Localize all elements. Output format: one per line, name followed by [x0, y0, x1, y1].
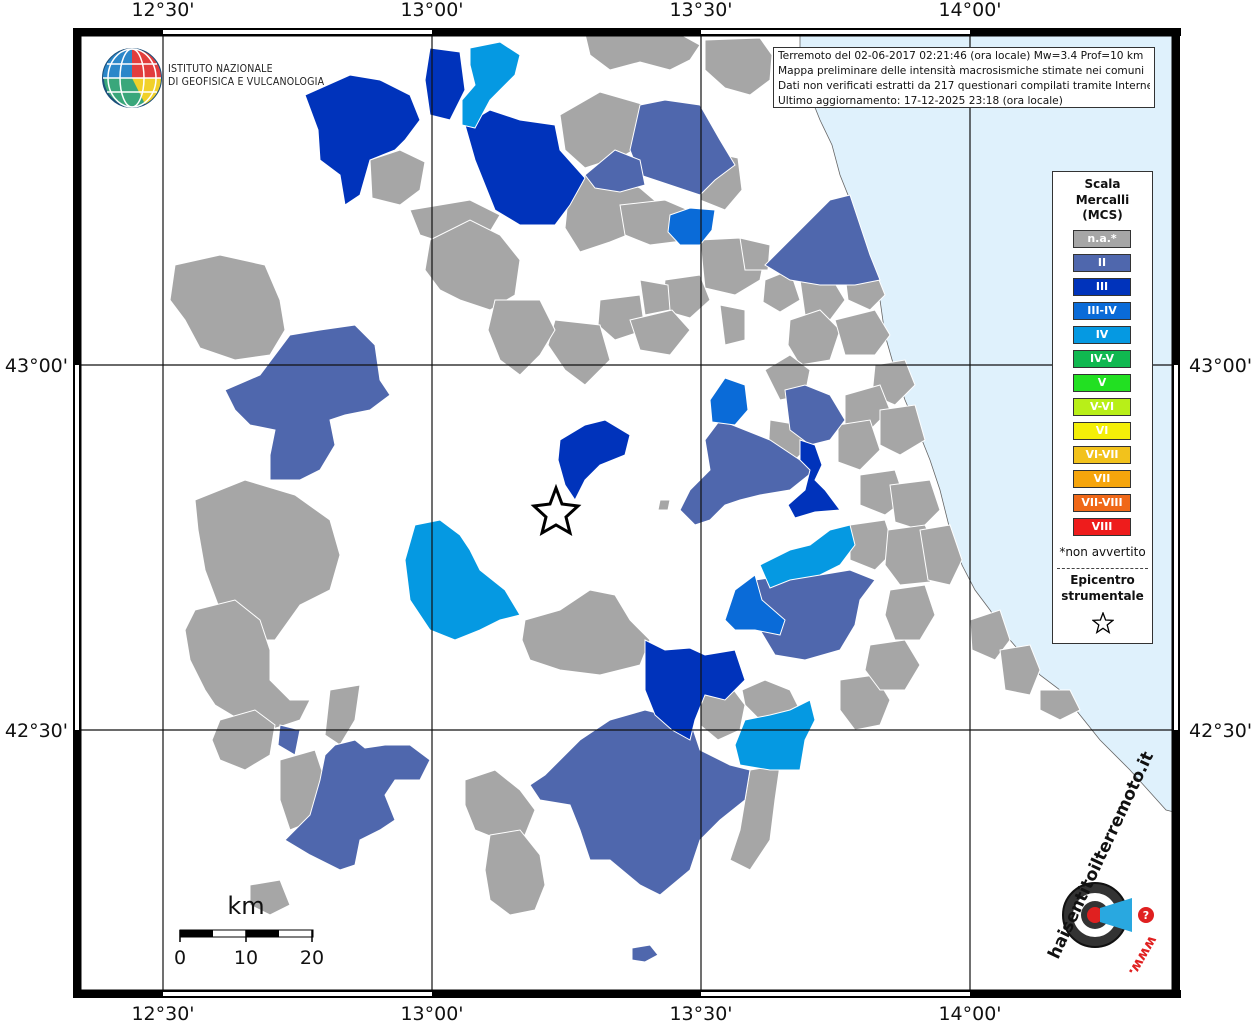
epicenter-star-icon: [530, 483, 582, 537]
lon-label: 14°00': [938, 1003, 1001, 1024]
lat-label: 43°00': [1189, 355, 1252, 377]
map-subtitle: Mappa preliminare delle intensità macros…: [778, 65, 1145, 77]
lon-label: 13°00': [400, 0, 463, 21]
scale-bar: km 0 10 20: [174, 892, 324, 969]
intensity-legend: Scala Mercalli (MCS) n.a.* II III III-IV IV I…: [1052, 171, 1153, 644]
institute-name: ISTITUTO NAZIONALE DI GEOFISICA E VULCAN…: [168, 63, 324, 89]
legend-item: II: [1073, 254, 1131, 272]
legend-title-line: (MCS): [1082, 208, 1123, 222]
scale-unit: km: [227, 892, 264, 920]
intensity-iii-iv-municipalities: [667, 207, 786, 636]
lon-label: 13°00': [400, 1003, 463, 1024]
legend-note: *non avvertito: [1059, 545, 1146, 559]
legend-item: IV: [1073, 326, 1131, 344]
lat-label: 42°30': [1189, 720, 1252, 742]
longitude-labels-bottom: 12°30' 13°00' 13°30' 14°00': [131, 1003, 1001, 1024]
hsit-url-text: www.: [1125, 933, 1160, 978]
intensity-ii-municipalities: [224, 99, 881, 963]
legend-item: VIII: [1073, 518, 1131, 536]
legend-title-line: Scala: [1084, 177, 1121, 191]
legend-item: VII: [1073, 470, 1131, 488]
legend-item: VII-VIII: [1073, 494, 1131, 512]
scale-tick-label: 0: [174, 947, 186, 969]
legend-item: V: [1073, 374, 1131, 392]
svg-text:?: ?: [1143, 909, 1149, 922]
legend-item: VI-VII: [1073, 446, 1131, 464]
legend-title: Scala Mercalli (MCS): [1053, 177, 1152, 224]
star-outline-icon: [1092, 612, 1114, 634]
scale-tick-label: 20: [300, 947, 324, 969]
institute-name-line: ISTITUTO NAZIONALE: [168, 63, 273, 75]
na-municipalities: [169, 33, 1081, 916]
event-info-box: Terremoto del 02-06-2017 02:21:46 (ora l…: [773, 47, 1155, 108]
hsit-watermark-logo: ? haisentitoilterremoto.it www.: [1044, 749, 1160, 979]
graticule: [77, 34, 1176, 992]
lat-label: 43°00': [5, 355, 68, 377]
legend-title-line: Mercalli: [1075, 192, 1130, 207]
lon-label: 13°30': [669, 1003, 732, 1024]
map-frame: [73, 28, 1181, 998]
institute-name-line: DI GEOFISICA E VULCANOLOGIA: [168, 76, 325, 88]
lat-label: 42°30': [5, 720, 68, 742]
data-note: Dati non verificati estratti da 217 ques…: [778, 80, 1150, 92]
legend-item: VI: [1073, 422, 1131, 440]
legend-item: III: [1073, 278, 1131, 296]
ingv-logo-icon: [102, 48, 162, 108]
legend-item: IV-V: [1073, 350, 1131, 368]
legend-epicenter-label: Epicentro strumentale: [1053, 572, 1152, 604]
latitude-labels: 43°00' 42°30' 43°00' 42°30': [5, 355, 1252, 742]
scale-tick-label: 10: [234, 947, 258, 969]
intensity-iii-municipalities: [304, 47, 841, 741]
lon-label: 12°30': [131, 0, 194, 21]
lon-label: 14°00': [938, 0, 1001, 21]
legend-item: n.a.*: [1073, 230, 1131, 248]
legend-epicenter-line: strumentale: [1061, 589, 1144, 603]
last-update: Ultimo aggiornamento: 17-12-2025 23:18 (…: [778, 95, 1063, 107]
lon-label: 13°30': [669, 0, 732, 21]
longitude-labels-top: 12°30' 13°00' 13°30' 14°00': [131, 0, 1001, 21]
event-title: Terremoto del 02-06-2017 02:21:46 (ora l…: [778, 50, 1144, 62]
lon-label: 12°30': [131, 1003, 194, 1024]
intensity-iv-municipalities: [404, 41, 856, 771]
legend-item: III-IV: [1073, 302, 1131, 320]
legend-item: V-VI: [1073, 398, 1131, 416]
legend-separator: [1057, 568, 1148, 569]
legend-epicenter-line: Epicentro: [1070, 573, 1135, 587]
